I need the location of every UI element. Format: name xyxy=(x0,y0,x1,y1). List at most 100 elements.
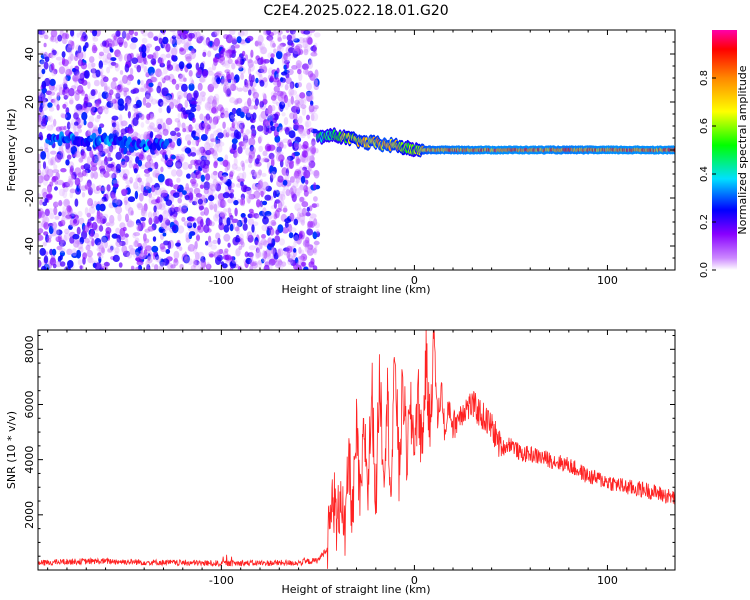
spectrogram-cell xyxy=(49,115,53,123)
spectrogram-cell xyxy=(309,94,315,101)
spectrogram-cell xyxy=(64,200,70,205)
spectrogram-cell xyxy=(187,244,195,252)
spectrogram-cell xyxy=(281,55,289,65)
spectrogram-cell xyxy=(142,255,149,260)
spectrogram-cell xyxy=(79,217,85,225)
spectrogram-cell xyxy=(64,215,72,221)
spectrogram-cell xyxy=(165,249,171,254)
spectrogram-cell xyxy=(141,85,147,91)
spectrogram-cell xyxy=(247,97,252,107)
spectrogram-cell xyxy=(287,98,291,108)
spectrogram-cell xyxy=(277,44,284,53)
spectrogram-cell xyxy=(163,207,167,215)
spectrogram-cell xyxy=(228,173,233,180)
spectrogram-cell xyxy=(154,70,158,76)
spectrogram-cell xyxy=(207,240,213,248)
spectrogram-cell xyxy=(222,121,226,129)
spectrogram-cell xyxy=(261,234,266,239)
spectrogram-cell xyxy=(50,98,56,103)
spectrogram-cell xyxy=(312,78,318,87)
spectrogram-cell xyxy=(171,78,177,85)
spectrogram-cell xyxy=(38,66,43,71)
spectrogram-cell xyxy=(71,248,78,257)
spectrogram-cell xyxy=(177,197,182,204)
spectrogram-cell xyxy=(297,98,305,106)
spectrogram-cell xyxy=(238,64,243,70)
spectrogram-cell xyxy=(253,60,259,65)
spectrogram-cell xyxy=(61,59,69,67)
spectrogram-cell xyxy=(47,235,52,240)
spectrogram-cell xyxy=(110,245,114,251)
spectrogram-cell xyxy=(134,237,140,244)
spectrogram-cell xyxy=(172,192,180,198)
spectrogram-cell xyxy=(195,170,202,179)
spectrogram-cell xyxy=(263,250,268,259)
spectrogram-cell xyxy=(175,104,182,109)
spectrogram-cell xyxy=(48,106,55,112)
snr-line xyxy=(38,330,675,569)
spectrogram-cell xyxy=(82,252,87,260)
spectrogram-cell xyxy=(150,76,157,83)
spectrogram-cell xyxy=(125,95,132,105)
spectrogram-cell xyxy=(203,224,210,234)
spectrogram-cell xyxy=(221,263,228,269)
spectrogram-cell xyxy=(235,166,242,172)
spectrogram-cell xyxy=(259,46,267,55)
spectrogram-cell xyxy=(149,122,155,130)
spectrogram-cell xyxy=(92,36,99,42)
spectrogram-cell xyxy=(79,265,83,270)
spectrogram-cell xyxy=(210,138,217,143)
spectrogram-cell xyxy=(300,175,306,184)
spectrogram-cell xyxy=(182,30,189,40)
spectrogram-cell xyxy=(145,43,153,48)
spectrogram-cell xyxy=(90,228,95,238)
spectrogram-cell xyxy=(248,89,252,96)
spectrogram-cell xyxy=(111,197,118,203)
spectrogram-cell xyxy=(187,140,192,146)
spectrogram-cell xyxy=(154,45,161,52)
spectrogram-cell xyxy=(306,150,313,159)
spectrogram-cell xyxy=(157,123,162,130)
spectrogram-cell xyxy=(236,175,241,182)
spectrogram-cell xyxy=(173,184,181,190)
spectrogram-cell xyxy=(57,234,63,241)
spectrogram-cell xyxy=(239,198,244,206)
spectrogram-cell xyxy=(285,158,289,167)
spectrogram-cell xyxy=(298,129,304,135)
spectrogram-cell xyxy=(246,35,254,42)
spectrogram-cell xyxy=(41,214,48,222)
spectrogram-cell xyxy=(114,63,119,68)
spectrogram-cell xyxy=(53,206,58,216)
spectrogram-cell xyxy=(142,189,149,196)
spectrogram-cell xyxy=(153,36,159,41)
spectrogram-cell xyxy=(301,63,310,70)
spectrogram-cell xyxy=(223,224,230,233)
spectrogram-cell xyxy=(56,179,64,186)
spectrogram-cell xyxy=(187,216,195,222)
snr-x-axis-label: Height of straight line (km) xyxy=(281,583,430,596)
spectrogram-cell xyxy=(165,219,171,226)
spectrogram-cell xyxy=(231,49,237,54)
spectrogram-cell xyxy=(94,155,101,160)
spectrogram-cell xyxy=(50,159,54,166)
spectrogram-cell xyxy=(179,47,185,52)
spectrogram-cell xyxy=(261,181,269,191)
spectrogram-cell xyxy=(97,254,104,259)
spectrogram-cell xyxy=(285,51,291,57)
spectrogram-cell xyxy=(186,173,191,179)
spectrogram-cell xyxy=(267,104,273,114)
spectrogram-cell xyxy=(91,238,95,247)
spectrogram-cell xyxy=(38,175,44,184)
spectrogram-cell xyxy=(273,48,277,54)
spectrogram-cell xyxy=(90,216,95,221)
spectrogram-cell xyxy=(162,128,169,136)
spectrogram-cell xyxy=(94,116,100,123)
spectrogram-cell xyxy=(308,165,312,172)
spectrogram-cell xyxy=(262,77,268,83)
spectrogram-cell xyxy=(256,260,263,269)
spectrogram-cell xyxy=(74,55,79,62)
spectrogram-cell xyxy=(302,40,308,49)
colorbar-tick-label: 0.6 xyxy=(699,118,710,134)
spectrogram-cell xyxy=(63,198,70,207)
spectrogram-cell xyxy=(55,126,63,132)
